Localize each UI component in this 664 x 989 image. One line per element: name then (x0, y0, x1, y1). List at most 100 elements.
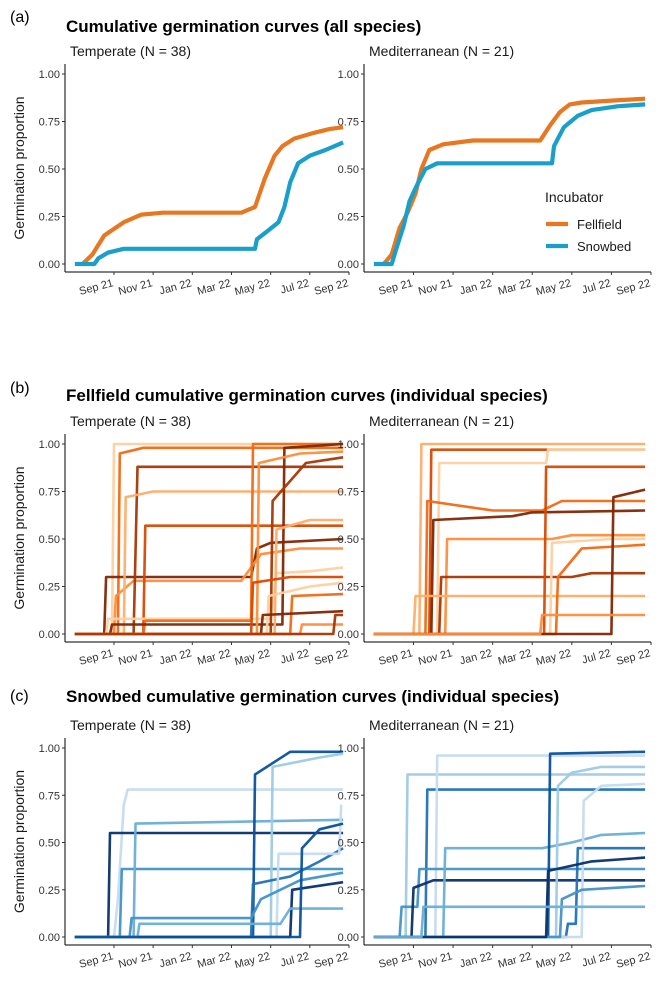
x-tick-label: Mar 22 (497, 950, 533, 970)
y-tick-label: 0.25 (338, 885, 359, 897)
facet-1-2: Mediterranean (N = 21) 0.00 0.25 0.50 0.75 1.… (338, 43, 652, 298)
y-tick-label: 1.00 (338, 69, 359, 81)
series-line-13 (373, 613, 646, 636)
y-tick-label: 1.00 (338, 439, 359, 451)
panel-title-c: Snowbed cumulative germination curves (i… (66, 687, 559, 706)
panel-title-a: Cumulative germination curves (all speci… (66, 17, 421, 36)
x-tick-label: Mar 22 (196, 647, 232, 667)
x-tick-label: Sep 21 (377, 950, 414, 971)
series-line-snowbed (373, 102, 646, 267)
y-tick-label: 0.25 (338, 582, 359, 594)
facet-label: Temperate (N = 38) (70, 717, 191, 733)
x-tick-label: Jan 22 (458, 950, 493, 970)
y-tick-label: 0.25 (338, 212, 359, 224)
y-tick-label: 0.50 (338, 534, 359, 546)
facet-label: Mediterranean (N = 21) (369, 43, 514, 59)
legend: Incubator Fellfield Snowbed (545, 189, 631, 254)
series-line-3 (373, 754, 646, 939)
x-tick-label: Jul 22 (581, 950, 612, 969)
x-tick-label: Mar 22 (196, 277, 232, 297)
y-tick-label: 0.00 (338, 932, 359, 944)
x-tick-label: Jul 22 (581, 277, 612, 296)
x-tick-label: Jul 22 (581, 647, 612, 666)
y-tick-label: 0.25 (39, 212, 60, 224)
x-tick-label: Jan 22 (458, 647, 493, 667)
facet-label: Mediterranean (N = 21) (369, 717, 514, 733)
y-tick-label: 0.75 (338, 117, 359, 129)
y-tick-label: 0.50 (338, 164, 359, 176)
y-tick-label: 0.50 (39, 164, 60, 176)
y-tick-label: 0.00 (338, 629, 359, 641)
x-tick-label: Nov 21 (417, 950, 454, 971)
facet-2-1: Temperate (N = 38) 0.00 0.25 0.50 0.75 1.00 Se… (11, 413, 350, 668)
x-tick-label: Jul 22 (279, 647, 310, 666)
series-line-3 (74, 537, 344, 636)
series-line-fellfield (81, 125, 344, 266)
y-tick-label: 1.00 (39, 743, 60, 755)
facet-1-1: Temperate (N = 38) 0.00 0.25 0.50 0.75 1.00 Se… (11, 43, 350, 298)
facet-label: Mediterranean (N = 21) (369, 413, 514, 429)
y-tick-label: 0.75 (39, 790, 60, 802)
panel-title-b: Fellfield cumulative germination curves … (66, 386, 548, 405)
x-tick-label: May 22 (535, 950, 573, 971)
y-tick-label: 0.25 (39, 885, 60, 897)
series-line-8 (373, 765, 646, 939)
x-tick-label: Jul 22 (279, 277, 310, 296)
x-tick-label: Sep 22 (313, 277, 350, 298)
x-tick-label: May 22 (535, 277, 573, 298)
x-tick-label: Mar 22 (497, 647, 533, 667)
x-tick-label: May 22 (233, 950, 271, 971)
x-tick-label: Sep 21 (78, 277, 115, 298)
y-tick-label: 0.50 (338, 838, 359, 850)
legend-label-snowbed: Snowbed (577, 239, 631, 254)
series-line-12 (74, 822, 344, 939)
y-tick-label: 0.00 (39, 932, 60, 944)
legend-label-fellfield: Fellfield (577, 217, 622, 232)
series-line-snowbed (74, 140, 344, 267)
series-line-13 (373, 905, 646, 939)
y-tick-label: 0.75 (338, 790, 359, 802)
x-tick-label: May 22 (233, 277, 271, 298)
panel-letter-c: (c) (10, 688, 29, 705)
y-axis-label: Germination proportion (11, 96, 27, 239)
x-tick-label: Nov 21 (117, 647, 154, 668)
x-tick-label: Sep 22 (615, 647, 652, 668)
y-tick-label: 0.75 (39, 487, 60, 499)
x-tick-label: Jul 22 (279, 950, 310, 969)
x-tick-label: Nov 21 (417, 277, 454, 298)
x-tick-label: Nov 21 (117, 277, 154, 298)
y-tick-label: 0.25 (39, 582, 60, 594)
x-tick-label: Jan 22 (158, 950, 193, 970)
x-tick-label: Nov 21 (417, 647, 454, 668)
facet-label: Temperate (N = 38) (70, 413, 191, 429)
x-tick-label: Mar 22 (196, 950, 232, 970)
legend-title: Incubator (545, 189, 604, 205)
y-axis-label: Germination proportion (11, 770, 27, 913)
series-line-4 (74, 547, 344, 636)
x-tick-label: Sep 21 (78, 950, 115, 971)
series-line-19 (74, 613, 344, 636)
y-tick-label: 1.00 (338, 743, 359, 755)
series-line-2 (373, 788, 646, 939)
y-tick-label: 0.00 (39, 629, 60, 641)
x-tick-label: May 22 (233, 647, 271, 668)
charts: Temperate (N = 38) 0.00 0.25 0.50 0.75 1.00 Se… (11, 43, 652, 971)
y-tick-label: 1.00 (39, 69, 60, 81)
x-tick-label: Jan 22 (458, 277, 493, 297)
x-tick-label: Sep 21 (78, 647, 115, 668)
x-tick-label: Sep 22 (313, 647, 350, 668)
x-tick-label: Sep 21 (377, 647, 414, 668)
series-line-1 (373, 773, 646, 939)
panel-letter-b: (b) (10, 380, 30, 397)
facet-2-2: Mediterranean (N = 21) 0.00 0.25 0.50 0.75 1.… (338, 413, 652, 668)
y-tick-label: 0.50 (39, 838, 60, 850)
y-tick-label: 0.00 (338, 259, 359, 271)
x-tick-label: Jan 22 (158, 647, 193, 667)
y-tick-label: 0.00 (39, 259, 60, 271)
y-tick-label: 0.75 (39, 117, 60, 129)
x-tick-label: Jan 22 (158, 277, 193, 297)
series-line-12 (373, 856, 646, 939)
panel-letter-a: (a) (10, 9, 30, 26)
x-tick-label: Sep 21 (377, 277, 414, 298)
